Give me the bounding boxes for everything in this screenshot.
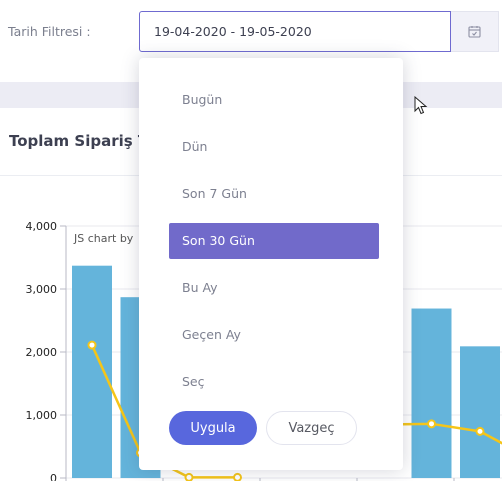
line-series-point xyxy=(184,472,194,481)
date-range-input[interactable] xyxy=(139,11,451,52)
date-range-dropdown: Bugün Dün Son 7 Gün Son 30 Gün Bu Ay Geç… xyxy=(139,58,403,470)
apply-button[interactable]: Uygula xyxy=(169,411,257,445)
card-title: Toplam Sipariş Tu xyxy=(9,132,158,150)
range-option-today[interactable]: Bugün xyxy=(182,92,223,107)
filter-bar: Tarih Filtresi : xyxy=(0,0,502,82)
line-series-point xyxy=(233,472,242,481)
y-tick-label: 1,000 xyxy=(26,409,58,422)
y-tick-label: 3,000 xyxy=(26,283,58,296)
range-option-last-month[interactable]: Geçen Ay xyxy=(182,327,241,342)
chart-bar xyxy=(72,265,112,478)
chart-bar xyxy=(411,308,452,478)
cancel-button[interactable]: Vazgeç xyxy=(266,411,357,445)
line-series-point xyxy=(87,340,97,350)
date-filter-label: Tarih Filtresi : xyxy=(8,24,91,39)
y-tick-label: 4,000 xyxy=(26,220,58,233)
range-option-this-month[interactable]: Bu Ay xyxy=(182,280,218,295)
line-series-point xyxy=(475,426,485,436)
range-option-custom[interactable]: Seç xyxy=(182,374,205,389)
range-option-yesterday[interactable]: Dün xyxy=(182,139,208,154)
range-option-last-30-days[interactable]: Son 30 Gün xyxy=(169,223,379,259)
line-series-point xyxy=(427,419,436,429)
calendar-button[interactable] xyxy=(451,11,499,52)
calendar-check-icon xyxy=(468,26,481,38)
chart-bar xyxy=(460,346,500,478)
y-tick-label: 0 xyxy=(50,472,57,481)
range-option-last-7-days[interactable]: Son 7 Gün xyxy=(182,186,247,201)
chart-watermark: JS chart by xyxy=(73,232,134,245)
y-tick-label: 2,000 xyxy=(26,346,58,359)
mouse-pointer-icon xyxy=(414,96,428,115)
